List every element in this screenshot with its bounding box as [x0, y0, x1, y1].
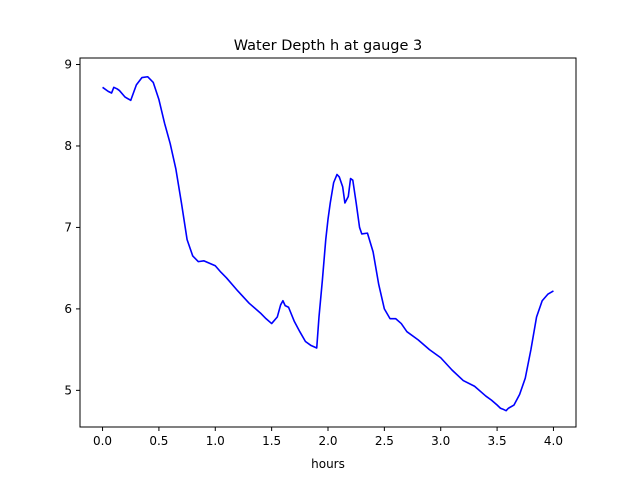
y-tick-label: 8: [64, 139, 72, 153]
y-tick-label: 7: [64, 220, 72, 234]
x-axis-label: hours: [311, 457, 345, 471]
y-tick-label: 6: [64, 302, 72, 316]
x-tick-label: 2.0: [318, 434, 337, 448]
y-tick-label: 5: [64, 383, 72, 397]
y-axis-ticks: 5 6 7 8 9: [64, 58, 80, 397]
x-tick-label: 1.0: [206, 434, 225, 448]
y-tick-label: 9: [64, 58, 72, 72]
x-tick-label: 2.5: [375, 434, 394, 448]
x-tick-label: 3.5: [488, 434, 507, 448]
x-tick-label: 0.0: [93, 434, 112, 448]
x-tick-label: 1.5: [262, 434, 281, 448]
x-tick-label: 0.5: [149, 434, 168, 448]
chart-title: Water Depth h at gauge 3: [234, 38, 422, 54]
x-axis-ticks: 0.0 0.5 1.0 1.5 2.0 2.5 3.0 3.5 4.0: [93, 427, 563, 448]
x-tick-label: 3.0: [431, 434, 450, 448]
x-tick-label: 4.0: [544, 434, 563, 448]
series-line-0: [102, 75, 554, 412]
